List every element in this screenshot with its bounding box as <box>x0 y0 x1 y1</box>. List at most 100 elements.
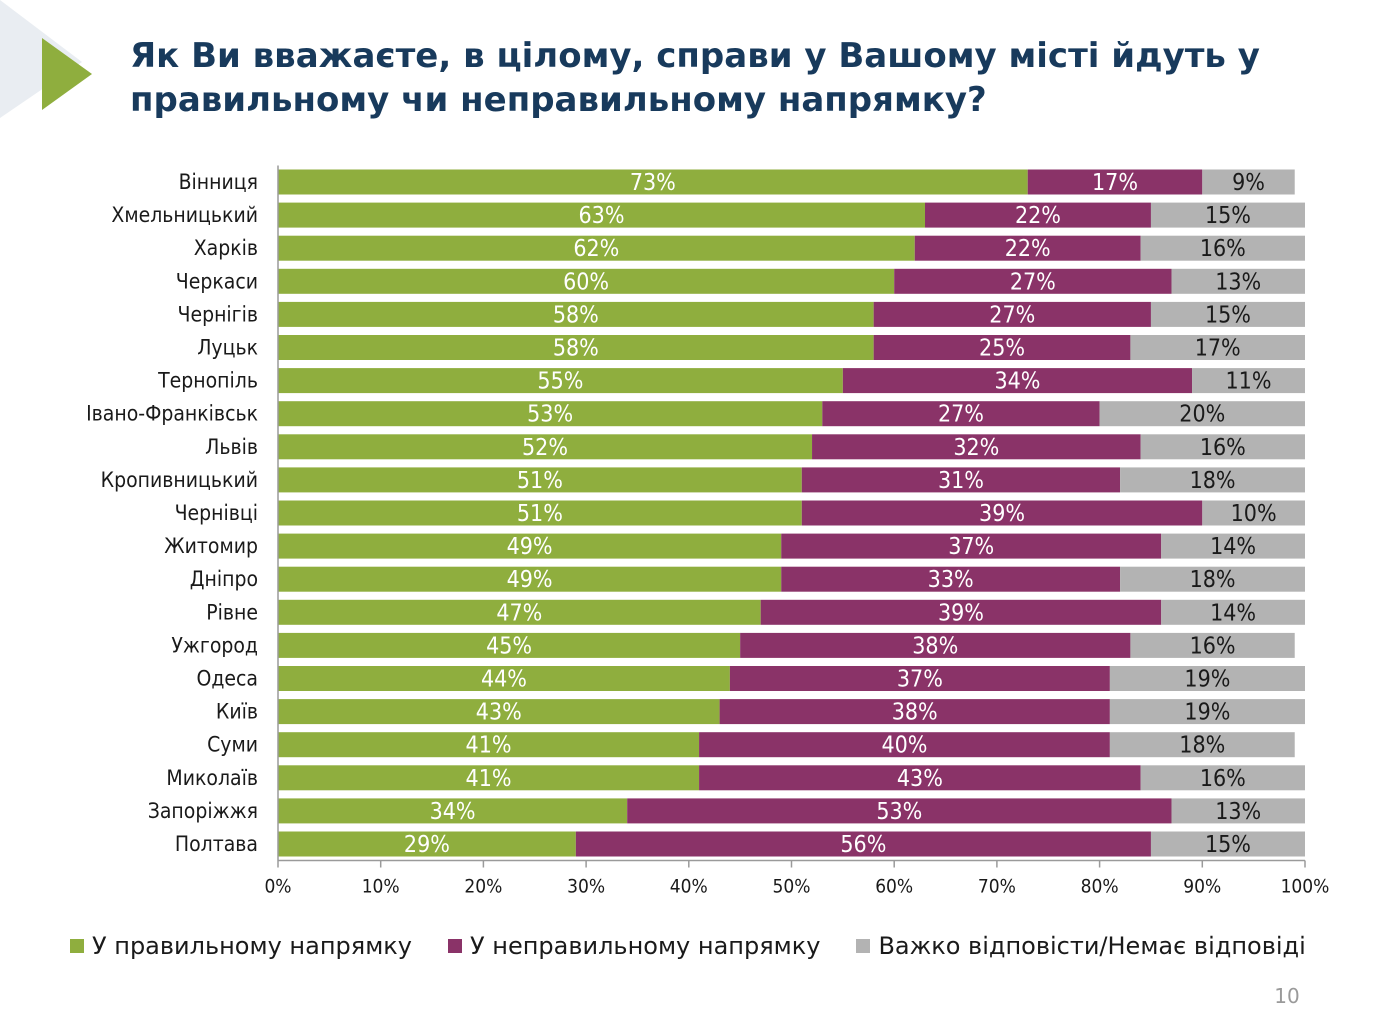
data-label: 38% <box>912 633 958 659</box>
bar-segment-series-2 <box>760 599 1162 625</box>
data-label: 55% <box>537 369 583 395</box>
data-label: 27% <box>938 402 984 428</box>
background-triangle-shape <box>0 0 82 118</box>
bar-segment-series-3 <box>1171 798 1305 824</box>
bar-segment-series-3 <box>1202 500 1305 526</box>
data-label: 13% <box>1215 269 1261 295</box>
bar-segment-series-3 <box>1109 666 1305 691</box>
bar-segment-series-1 <box>278 798 628 824</box>
data-label: 49% <box>507 534 553 560</box>
legend-item-series-3: Важко відповісти/Немає відповіді <box>856 932 1306 960</box>
bar-segment-series-3 <box>1109 699 1305 725</box>
category-label: Запоріжжя <box>148 799 258 823</box>
data-label: 52% <box>522 435 568 461</box>
category-label: Черкаси <box>176 269 258 293</box>
x-tick-label: 60% <box>875 876 913 898</box>
bar-segment-series-3 <box>1130 335 1305 360</box>
data-label: 13% <box>1215 799 1261 825</box>
bar-segment-series-1 <box>278 235 915 261</box>
bar-segment-series-1 <box>278 632 741 658</box>
bar-segment-series-1 <box>278 599 761 625</box>
bar-segment-series-2 <box>729 666 1110 691</box>
data-label: 34% <box>994 369 1040 395</box>
bar-segment-series-3 <box>1150 202 1305 228</box>
category-label: Чернівці <box>175 501 258 525</box>
category-label: Дніпро <box>190 567 258 591</box>
data-label: 41% <box>466 766 512 792</box>
bar-segment-series-3 <box>1140 434 1305 460</box>
bar-segment-series-3 <box>1161 533 1305 559</box>
legend-swatch <box>448 939 462 953</box>
bar-segment-series-2 <box>781 566 1121 592</box>
bar-segment-series-2 <box>699 765 1141 791</box>
bar-segment-series-3 <box>1120 566 1305 592</box>
data-label: 37% <box>948 534 994 560</box>
category-label: Вінниця <box>179 170 258 194</box>
category-label: Тернопіль <box>157 369 258 393</box>
data-label: 62% <box>573 236 619 262</box>
x-tick-label: 40% <box>670 876 708 898</box>
bar-segment-series-1 <box>278 301 874 327</box>
legend-item-series-1: У правильному напрямку <box>70 932 412 960</box>
category-label: Львів <box>205 435 258 459</box>
data-label: 43% <box>476 700 522 726</box>
legend-label: У неправильному напрямку <box>470 932 821 960</box>
category-label: Полтава <box>175 832 258 856</box>
data-label: 15% <box>1205 203 1251 229</box>
bar-segment-series-3 <box>1130 632 1295 658</box>
bar-segment-series-2 <box>914 235 1141 261</box>
bar-segment-series-2 <box>812 434 1141 460</box>
data-label: 32% <box>953 435 999 461</box>
bar-segment-series-1 <box>278 732 700 758</box>
page-title: Як Ви вважаєте, в цілому, справи у Вашом… <box>130 36 1260 120</box>
data-label: 15% <box>1205 832 1251 858</box>
bar-segment-series-3 <box>1150 301 1305 327</box>
category-label: Миколаїв <box>166 766 258 790</box>
bar-segment-series-3 <box>1202 169 1295 195</box>
data-label: 20% <box>1179 402 1225 428</box>
data-label: 58% <box>553 302 599 328</box>
bar-segment-series-2 <box>873 335 1131 360</box>
category-label: Одеса <box>196 667 258 691</box>
bar-segment-series-2 <box>1027 169 1203 195</box>
bar-segment-series-2 <box>801 467 1121 493</box>
bar-segment-series-2 <box>801 500 1203 526</box>
category-label: Житомир <box>164 534 258 558</box>
bar-segment-series-1 <box>278 368 843 394</box>
data-label: 18% <box>1190 468 1236 494</box>
data-label: 27% <box>1010 269 1056 295</box>
data-label: 39% <box>979 501 1025 527</box>
data-label: 44% <box>481 667 527 693</box>
data-label: 16% <box>1190 633 1236 659</box>
data-label: 14% <box>1210 600 1256 626</box>
bar-segment-series-1 <box>278 666 730 691</box>
bar-segment-series-2 <box>842 368 1193 394</box>
x-tick-label: 80% <box>1081 876 1119 898</box>
data-label: 16% <box>1200 435 1246 461</box>
category-label: Кропивницький <box>101 468 258 492</box>
bar-segment-series-1 <box>278 500 802 526</box>
data-label: 51% <box>517 501 563 527</box>
green-arrow-triangle-shape <box>42 38 92 110</box>
data-label: 19% <box>1184 667 1230 693</box>
bar-segment-series-3 <box>1140 235 1305 261</box>
category-label: Луцьк <box>197 336 258 360</box>
category-label: Рівне <box>206 600 258 624</box>
data-label: 53% <box>876 799 922 825</box>
data-label: 31% <box>938 468 984 494</box>
data-label: 14% <box>1210 534 1256 560</box>
bar-segment-series-2 <box>925 202 1151 228</box>
chart-legend: У правильному напрямку У неправильному на… <box>70 926 1370 966</box>
bar-segment-series-1 <box>278 401 823 427</box>
legend-label: Важко відповісти/Немає відповіді <box>878 932 1306 960</box>
data-label: 16% <box>1200 766 1246 792</box>
category-label: Івано-Франківськ <box>86 402 258 426</box>
x-tick-label: 100% <box>1281 876 1330 898</box>
data-label: 27% <box>989 302 1035 328</box>
legend-swatch <box>856 939 871 953</box>
x-tick-label: 20% <box>464 876 502 898</box>
data-label: 43% <box>897 766 943 792</box>
bar-segment-series-3 <box>1109 732 1295 758</box>
data-label: 22% <box>1005 236 1051 262</box>
page-number: 10 <box>1274 984 1300 1008</box>
